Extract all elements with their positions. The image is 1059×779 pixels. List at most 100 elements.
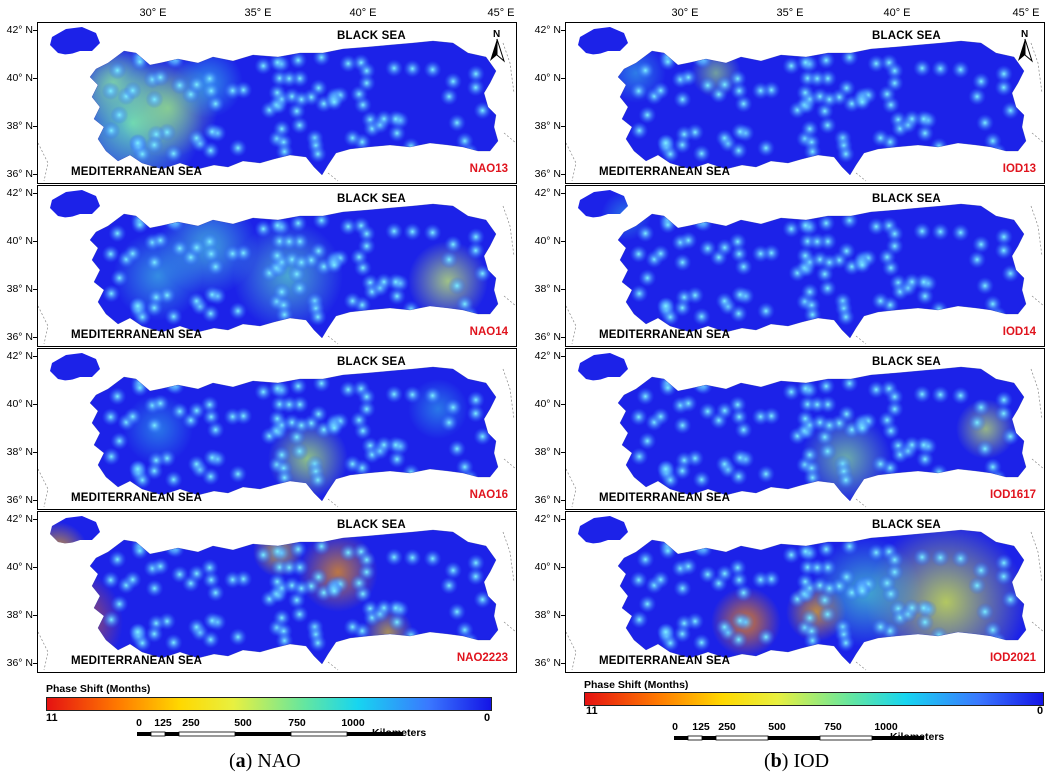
north-arrow-icon: N [1014,27,1036,68]
scale-label: 750 [288,717,306,729]
turkey-phase-map [38,23,516,183]
panel-id-label: IOD2021 [989,652,1036,664]
mediterranean-sea-label: MEDITERRANEAN SEA [71,166,203,178]
latitude-tick: 36° N [521,494,565,506]
latitude-tick: 40° N [0,235,37,247]
map-panel: BLACK SEA MEDITERRANEAN SEA IOD13 N [565,22,1045,184]
caption-text: NAO [257,750,301,772]
legend-title: Phase Shift (Months) [46,683,151,695]
mediterranean-sea-label: MEDITERRANEAN SEA [599,655,731,667]
scale-label: 125 [692,721,710,733]
latitude-tick: 42° N [0,350,37,362]
latitude-tick: 38° N [0,120,37,132]
scale-label: 0 [672,721,678,733]
mediterranean-sea-label: MEDITERRANEAN SEA [71,655,203,667]
iod-figure: 30° E 35° E 40° E 45° E [565,0,1059,22]
scale-label: 250 [718,721,736,733]
latitude-tick: 38° N [521,283,565,295]
legend-max-label: 0 [1037,705,1044,717]
turkey-phase-map [566,23,1044,183]
scale-label: 500 [768,721,786,733]
latitude-tick: 42° N [0,513,37,525]
legend-min-label: 11 [46,712,58,724]
black-sea-label: BLACK SEA [337,193,406,205]
north-arrow-icon: N [486,27,508,68]
panel-id-label: IOD13 [1002,163,1036,175]
nao-figure: 30° E 35° E 40° E 45° E [37,0,537,22]
longitude-tick: 35° E [776,7,804,19]
latitude-tick: 38° N [0,446,37,458]
turkey-phase-map [566,512,1044,672]
scale-label: 1000 [874,721,898,733]
black-sea-label: BLACK SEA [872,356,941,368]
longitude-axis: 30° E 35° E 40° E 45° E [565,0,1059,22]
latitude-tick: 38° N [0,283,37,295]
latitude-tick: 42° N [521,513,565,525]
map-panel: BLACK SEA MEDITERRANEAN SEA NAO16 [37,348,517,510]
longitude-axis: 30° E 35° E 40° E 45° E [37,0,537,22]
longitude-tick: 45° E [1012,7,1040,19]
turkey-phase-map [38,186,516,346]
caption-iod: (b) IOD [764,750,829,773]
turkey-phase-map [566,186,1044,346]
caption-letter: (b) [764,750,789,772]
latitude-tick: 42° N [521,187,565,199]
map-panel: BLACK SEA MEDITERRANEAN SEA NAO2223 [37,511,517,673]
latitude-tick: 40° N [0,561,37,573]
legend-title: Phase Shift (Months) [584,679,689,691]
scale-unit: Kilometers [890,731,945,743]
turkey-phase-map [38,349,516,509]
legend-min-label: 11 [586,705,598,717]
longitude-tick: 35° E [244,7,272,19]
latitude-tick: 40° N [0,398,37,410]
mediterranean-sea-label: MEDITERRANEAN SEA [599,492,731,504]
latitude-tick: 38° N [0,609,37,621]
latitude-tick: 40° N [521,561,565,573]
turkey-phase-map [566,349,1044,509]
latitude-tick: 42° N [0,187,37,199]
scale-label: 750 [824,721,842,733]
north-label: N [1021,29,1028,40]
latitude-tick: 36° N [0,168,37,180]
longitude-tick: 45° E [487,7,515,19]
panel-id-label: IOD14 [1002,326,1036,338]
latitude-tick: 42° N [521,350,565,362]
longitude-tick: 40° E [349,7,377,19]
map-panel: BLACK SEA MEDITERRANEAN SEA IOD2021 [565,511,1045,673]
latitude-tick: 38° N [521,120,565,132]
latitude-tick: 40° N [521,72,565,84]
north-label: N [493,29,500,40]
turkey-phase-map [38,512,516,672]
latitude-tick: 36° N [0,331,37,343]
scale-label: 500 [234,717,252,729]
phase-shift-colorbar [46,697,492,711]
scale-label: 0 [136,717,142,729]
scale-unit: Kilometers [372,727,427,739]
latitude-tick: 36° N [0,657,37,669]
latitude-tick: 38° N [521,609,565,621]
black-sea-label: BLACK SEA [337,356,406,368]
map-panel: BLACK SEA MEDITERRANEAN SEA IOD1617 [565,348,1045,510]
map-panel: BLACK SEA MEDITERRANEAN SEA NAO14 [37,185,517,347]
latitude-tick: 36° N [521,331,565,343]
panel-id-label: NAO2223 [456,652,508,664]
latitude-tick: 42° N [0,24,37,36]
longitude-tick: 30° E [139,7,167,19]
latitude-tick: 38° N [521,446,565,458]
mediterranean-sea-label: MEDITERRANEAN SEA [71,329,203,341]
scale-bar-left [137,731,403,737]
panel-id-label: NAO16 [469,489,508,501]
scale-label: 125 [154,717,172,729]
latitude-tick: 36° N [521,168,565,180]
latitude-tick: 36° N [521,657,565,669]
latitude-tick: 40° N [521,398,565,410]
mediterranean-sea-label: MEDITERRANEAN SEA [71,492,203,504]
panel-id-label: IOD1617 [989,489,1036,501]
phase-shift-colorbar [584,692,1044,706]
panel-id-label: NAO13 [469,163,508,175]
black-sea-label: BLACK SEA [337,519,406,531]
black-sea-label: BLACK SEA [872,519,941,531]
latitude-tick: 42° N [521,24,565,36]
black-sea-label: BLACK SEA [872,30,941,42]
latitude-tick: 36° N [0,494,37,506]
